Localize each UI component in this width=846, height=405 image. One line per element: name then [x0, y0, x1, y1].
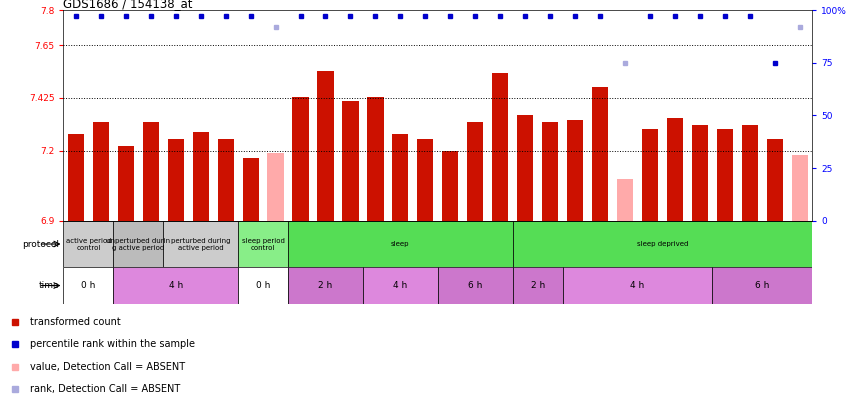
Bar — [93, 122, 109, 221]
Bar — [267, 153, 283, 221]
Bar — [592, 87, 608, 221]
Text: active period
control: active period control — [66, 237, 111, 251]
Bar — [417, 139, 433, 221]
Text: 6 h: 6 h — [468, 281, 482, 290]
Bar — [692, 125, 708, 221]
Text: sleep: sleep — [391, 241, 409, 247]
Bar — [517, 115, 533, 221]
Bar — [193, 132, 209, 221]
Bar — [542, 122, 558, 221]
Text: unperturbed durin
g active period: unperturbed durin g active period — [107, 237, 170, 251]
Text: time: time — [39, 281, 59, 290]
Bar — [238, 267, 288, 304]
Text: 2 h: 2 h — [530, 281, 545, 290]
Text: sleep period
control: sleep period control — [242, 237, 284, 251]
Bar — [642, 130, 658, 221]
Text: rank, Detection Call = ABSENT: rank, Detection Call = ABSENT — [30, 384, 181, 394]
Bar — [238, 221, 288, 267]
Bar — [492, 73, 508, 221]
Bar — [293, 97, 309, 221]
Bar — [667, 118, 683, 221]
Bar — [217, 139, 233, 221]
Text: 4 h: 4 h — [630, 281, 645, 290]
Text: value, Detection Call = ABSENT: value, Detection Call = ABSENT — [30, 362, 185, 371]
Bar — [63, 221, 113, 267]
Bar — [363, 267, 437, 304]
Text: sleep deprived: sleep deprived — [637, 241, 688, 247]
Bar — [766, 139, 783, 221]
Bar — [742, 125, 758, 221]
Bar — [712, 267, 812, 304]
Bar — [113, 221, 163, 267]
Bar — [243, 158, 259, 221]
Bar — [288, 221, 513, 267]
Bar — [442, 151, 459, 221]
Text: transformed count: transformed count — [30, 317, 121, 327]
Bar — [513, 221, 812, 267]
Bar — [63, 267, 113, 304]
Text: perturbed during
active period: perturbed during active period — [171, 237, 230, 251]
Text: 6 h: 6 h — [755, 281, 769, 290]
Bar — [717, 130, 733, 221]
Bar — [168, 139, 184, 221]
Text: 4 h: 4 h — [393, 281, 408, 290]
Bar — [467, 122, 483, 221]
Bar — [163, 221, 239, 267]
Bar — [118, 146, 134, 221]
Bar — [367, 97, 383, 221]
Bar — [567, 120, 583, 221]
Text: 0 h: 0 h — [256, 281, 270, 290]
Text: percentile rank within the sample: percentile rank within the sample — [30, 339, 195, 349]
Bar — [143, 122, 159, 221]
Bar — [437, 267, 513, 304]
Bar — [317, 71, 333, 221]
Text: 2 h: 2 h — [318, 281, 332, 290]
Bar — [513, 267, 563, 304]
Text: protocol: protocol — [22, 239, 59, 249]
Bar — [617, 179, 633, 221]
Bar — [792, 155, 808, 221]
Bar — [343, 101, 359, 221]
Bar — [288, 267, 363, 304]
Text: 0 h: 0 h — [81, 281, 96, 290]
Bar — [113, 267, 238, 304]
Bar — [68, 134, 84, 221]
Text: 4 h: 4 h — [168, 281, 183, 290]
Text: GDS1686 / 154138_at: GDS1686 / 154138_at — [63, 0, 193, 10]
Bar — [393, 134, 409, 221]
Bar — [563, 267, 712, 304]
